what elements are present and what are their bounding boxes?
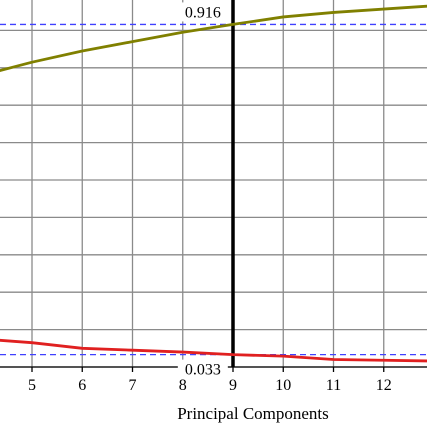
annotation-label: 0.916 [185, 4, 221, 21]
annotations: 0.916 0.033 [177, 2, 228, 379]
grid [0, 0, 427, 372]
x-tick-label: 6 [78, 377, 86, 394]
x-tick-labels: 45678910111213 [28, 377, 427, 394]
x-tick-label: 5 [28, 377, 36, 394]
x-tick-label: 11 [326, 377, 341, 394]
series-line-2 [0, 338, 427, 363]
x-tick-label: 7 [129, 377, 137, 394]
annotation-background [177, 359, 228, 379]
x-tick-label: 10 [275, 377, 291, 394]
x-tick-label: 12 [376, 377, 392, 394]
series-lines [0, 4, 427, 363]
annotation-background [177, 2, 228, 22]
x-tick-label: 9 [229, 377, 237, 394]
x-tick-label: 8 [179, 377, 187, 394]
series-line-1 [0, 4, 427, 72]
x-axis-title: Principal Components [177, 404, 329, 423]
annotation-label: 0.033 [185, 362, 221, 379]
